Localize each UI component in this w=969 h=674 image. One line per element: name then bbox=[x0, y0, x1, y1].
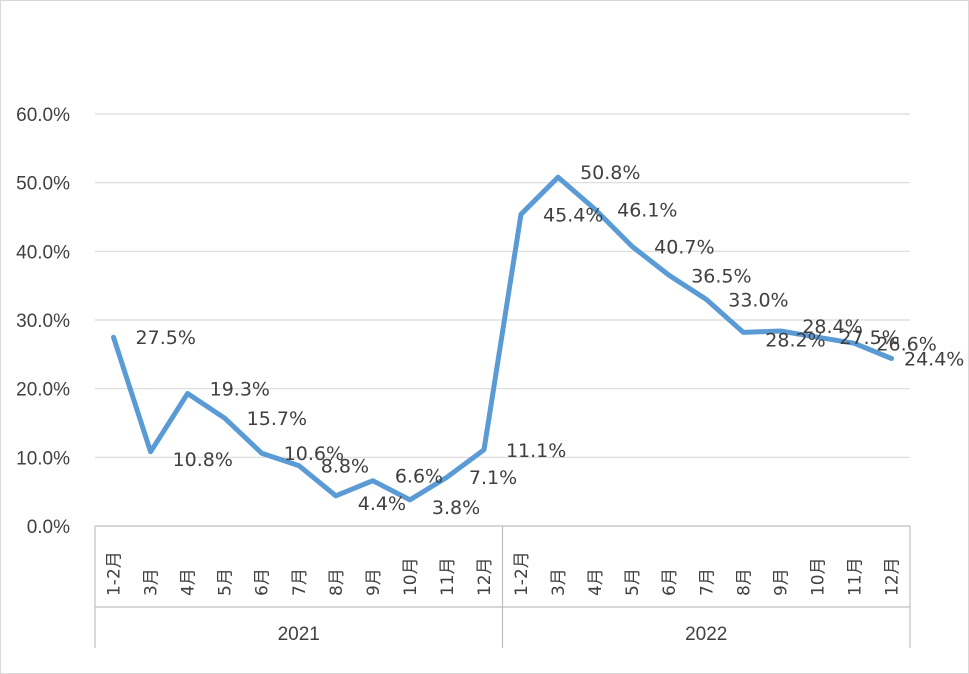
x-tick-label: 7月 bbox=[290, 568, 310, 596]
y-tick-label: 50.0% bbox=[16, 174, 70, 195]
y-tick-label: 0.0% bbox=[27, 517, 70, 538]
data-label: 3.8% bbox=[432, 497, 480, 519]
data-label: 28.4% bbox=[802, 316, 862, 338]
data-label: 28.2% bbox=[765, 329, 825, 351]
x-tick-label: 9月 bbox=[364, 568, 384, 596]
data-label: 33.0% bbox=[728, 289, 788, 311]
x-tick-label: 5月 bbox=[216, 568, 236, 596]
y-tick-label: 60.0% bbox=[16, 105, 70, 126]
data-label: 36.5% bbox=[691, 265, 751, 287]
data-label: 4.4% bbox=[358, 493, 406, 515]
data-label: 6.6% bbox=[395, 466, 443, 488]
x-tick-label: 5月 bbox=[623, 568, 643, 596]
data-label: 27.5% bbox=[136, 327, 196, 349]
data-label: 24.4% bbox=[904, 348, 964, 370]
x-tick-label: 1-2月 bbox=[512, 551, 532, 596]
x-tick-label: 9月 bbox=[771, 568, 791, 596]
x-tick-label: 8月 bbox=[734, 568, 754, 596]
y-tick-label: 10.0% bbox=[16, 448, 70, 469]
data-label: 27.5% bbox=[839, 327, 899, 349]
x-tick-label: 8月 bbox=[327, 568, 347, 596]
y-tick-label: 40.0% bbox=[16, 242, 70, 263]
year-group-label: 2022 bbox=[685, 624, 727, 645]
x-tick-label: 12月 bbox=[475, 557, 495, 596]
data-label: 10.6% bbox=[284, 443, 344, 465]
x-tick-label: 3月 bbox=[142, 568, 162, 596]
data-label: 8.8% bbox=[321, 456, 369, 478]
data-label: 19.3% bbox=[210, 378, 270, 400]
series-line bbox=[111, 174, 894, 503]
x-tick-label: 3月 bbox=[549, 568, 569, 596]
data-label: 45.4% bbox=[543, 204, 603, 226]
x-tick-label: 11月 bbox=[438, 557, 458, 596]
year-group-label: 2021 bbox=[278, 624, 320, 645]
x-tick-label: 4月 bbox=[179, 568, 199, 596]
data-label: 46.1% bbox=[617, 199, 677, 221]
data-label: 11.1% bbox=[506, 440, 566, 462]
x-tick-label: 6月 bbox=[660, 568, 680, 596]
x-tick-label: 6月 bbox=[253, 568, 273, 596]
x-tick-label: 7月 bbox=[697, 568, 717, 596]
data-label: 10.8% bbox=[173, 449, 233, 471]
data-label: 26.6% bbox=[876, 333, 936, 355]
data-label: 15.7% bbox=[247, 408, 307, 430]
y-tick-label: 30.0% bbox=[16, 311, 70, 332]
data-label: 50.8% bbox=[580, 162, 640, 184]
x-tick-label: 4月 bbox=[586, 568, 606, 596]
data-label: 7.1% bbox=[469, 467, 517, 489]
x-tick-label: 1-2月 bbox=[105, 551, 125, 596]
x-tick-label: 12月 bbox=[882, 557, 902, 596]
data-label: 40.7% bbox=[654, 237, 714, 259]
y-tick-label: 20.0% bbox=[16, 380, 70, 401]
x-tick-label: 10月 bbox=[401, 557, 421, 596]
x-tick-label: 11月 bbox=[845, 557, 865, 596]
x-tick-label: 10月 bbox=[808, 557, 828, 596]
